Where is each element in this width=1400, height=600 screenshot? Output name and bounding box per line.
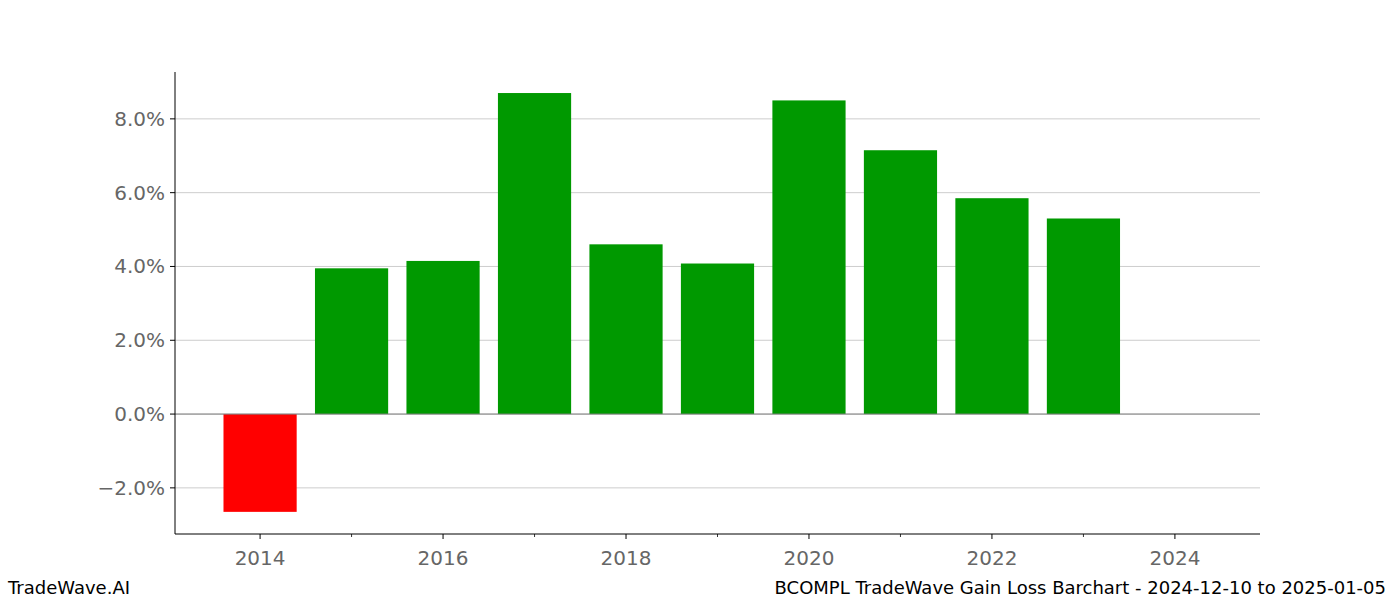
bar [681,264,754,415]
bar [1047,218,1120,414]
y-tick [170,192,175,193]
x-tick-label: 2018 [601,546,652,570]
bars [223,93,1120,512]
x-tick [260,534,261,539]
x-tick-label: 2016 [418,546,469,570]
y-tick [170,487,175,488]
grid-line [175,487,1260,488]
y-tick-label: 2.0% [114,328,165,352]
bar [864,150,937,414]
zero-line [175,414,1260,415]
y-tick-label: −2.0% [97,476,165,500]
x-tick-label: 2014 [235,546,286,570]
y-tick [170,118,175,119]
bar [498,93,571,414]
grid-line [175,414,1260,415]
grid-line [175,192,1260,193]
watermark: TradeWave.AI [7,577,130,598]
y-tick [170,340,175,341]
x-tick-label: 2020 [784,546,835,570]
y-tick-label: 6.0% [114,181,165,205]
bar [589,244,662,414]
y-tick [170,266,175,267]
x-tick [991,534,992,539]
x-axis [175,534,1260,535]
bar [223,414,296,512]
y-tick-label: 0.0% [114,402,165,426]
y-tick-label: 8.0% [114,107,165,131]
chart: −2.0% 0.0% 2.0% 4.0% 6.0% 8.0% 2014 2016 2018 202… [0,0,1400,600]
bar [955,198,1028,414]
bar [772,100,845,414]
x-tick-label: 2024 [1149,546,1200,570]
x-tick [1174,534,1175,539]
title: BCOMPL TradeWave Gain Loss Barchart - 20… [775,577,1386,598]
x-tick [808,534,809,539]
grid-line [175,118,1260,119]
y-tick-label: 4.0% [114,254,165,278]
x-tick-label: 2022 [966,546,1017,570]
x-tick [626,534,627,539]
y-axis [175,72,176,534]
bar [315,268,388,414]
bar [406,261,479,414]
y-tick [170,414,175,415]
x-tick [443,534,444,539]
